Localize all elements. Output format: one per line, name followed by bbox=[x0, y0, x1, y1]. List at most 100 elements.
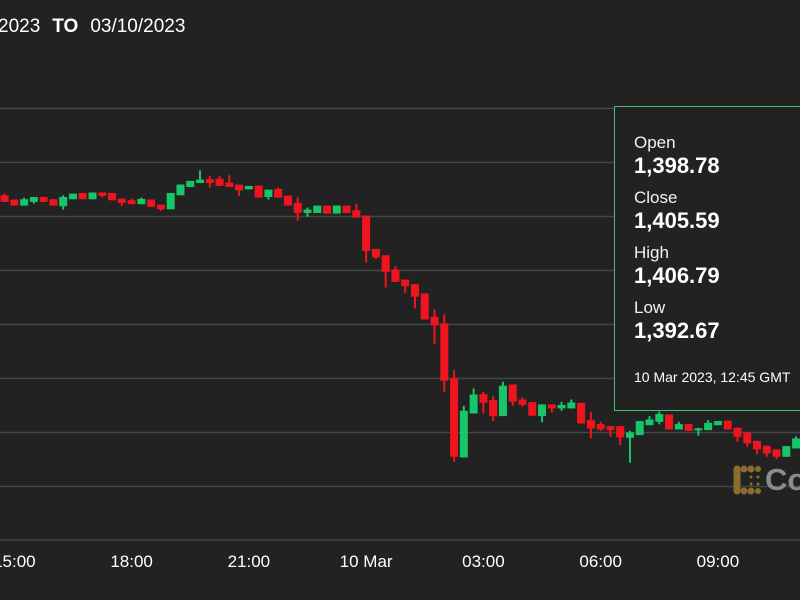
candle-body bbox=[450, 378, 459, 457]
candle-body bbox=[782, 446, 791, 457]
candle-body bbox=[694, 428, 703, 431]
candle-down bbox=[0, 193, 9, 202]
candle-body bbox=[274, 188, 283, 198]
candle-body bbox=[577, 402, 586, 424]
candle-body bbox=[303, 209, 312, 213]
candle-body bbox=[215, 178, 224, 186]
candle-body bbox=[733, 427, 742, 437]
candle-up bbox=[538, 404, 547, 423]
candle-down bbox=[410, 284, 419, 309]
candle-up bbox=[694, 427, 703, 436]
candle-up bbox=[782, 446, 791, 457]
x-tick-label: 10 Mar bbox=[340, 552, 393, 571]
candle-body bbox=[88, 192, 97, 200]
candle-body bbox=[235, 184, 244, 191]
candle-up bbox=[625, 430, 634, 463]
candle-body bbox=[625, 432, 634, 438]
candle-body bbox=[586, 420, 595, 429]
candle-body bbox=[665, 414, 674, 430]
candle-down bbox=[49, 199, 58, 206]
candle-down bbox=[733, 427, 742, 442]
candle-body bbox=[684, 424, 693, 431]
candle-up bbox=[244, 185, 253, 190]
candle-body bbox=[538, 404, 547, 417]
candle-body bbox=[547, 404, 556, 409]
candle-body bbox=[78, 192, 87, 200]
candle-down bbox=[235, 184, 244, 196]
candle-down bbox=[743, 432, 752, 447]
candle-up bbox=[29, 196, 38, 204]
candle-down bbox=[753, 440, 762, 455]
candle-up bbox=[459, 405, 468, 458]
candle-down bbox=[293, 197, 302, 221]
high-value: 1,406.79 bbox=[634, 263, 720, 288]
ohlc-tooltip: Open 1,398.78 Close 1,405.59 High 1,406.… bbox=[614, 106, 800, 411]
candle-up bbox=[557, 401, 566, 411]
candle-down bbox=[78, 192, 87, 200]
candle-down bbox=[596, 421, 605, 431]
candle-body bbox=[313, 205, 322, 213]
candle-body bbox=[264, 189, 273, 197]
candle-down bbox=[479, 391, 488, 414]
candle-down bbox=[665, 414, 674, 430]
candle-down bbox=[39, 196, 48, 202]
candle-body bbox=[743, 432, 752, 444]
x-axis-ticks: 15:00 18:00 21:00 10 Mar 03:00 06:00 09:00 bbox=[0, 552, 739, 571]
candle-body bbox=[156, 204, 165, 210]
candle-body bbox=[244, 185, 253, 190]
candle-body bbox=[196, 179, 204, 183]
x-tick-label: 21:00 bbox=[228, 552, 271, 571]
candle-down bbox=[225, 175, 234, 187]
candle-up bbox=[635, 421, 644, 436]
candle-body bbox=[792, 438, 800, 449]
candle-body bbox=[674, 424, 683, 430]
candle-body bbox=[567, 402, 576, 409]
candle-body bbox=[713, 421, 722, 426]
candle-up bbox=[303, 207, 312, 217]
candle-up bbox=[176, 184, 185, 196]
candle-up bbox=[186, 180, 195, 187]
candles bbox=[0, 170, 800, 463]
x-tick-label: 03:00 bbox=[462, 552, 505, 571]
coindesk-logo-icon bbox=[733, 465, 761, 495]
candle-body bbox=[606, 426, 615, 431]
to-label: TO bbox=[52, 16, 79, 37]
candle-body bbox=[401, 279, 410, 287]
candle-body bbox=[518, 399, 527, 405]
candle-body bbox=[39, 196, 48, 202]
candle-down bbox=[420, 293, 429, 320]
candle-up bbox=[674, 421, 683, 430]
candle-body bbox=[440, 323, 449, 381]
open-label: Open bbox=[634, 133, 676, 152]
candle-body bbox=[137, 198, 146, 205]
x-tick-label: 18:00 bbox=[110, 552, 153, 571]
candle-down bbox=[127, 198, 136, 205]
candle-body bbox=[762, 445, 771, 454]
candle-down bbox=[10, 199, 19, 206]
candle-up bbox=[469, 388, 478, 414]
candle-body bbox=[49, 199, 58, 206]
candle-down bbox=[772, 449, 781, 460]
coindesk-logo: Co bbox=[733, 462, 800, 498]
candle-up bbox=[196, 170, 204, 183]
candle-body bbox=[362, 215, 371, 251]
candle-down bbox=[547, 404, 556, 413]
candle-body bbox=[323, 205, 332, 214]
candle-up bbox=[137, 197, 146, 205]
candle-down bbox=[528, 402, 537, 416]
candle-up bbox=[20, 197, 29, 206]
from-date: 2023 bbox=[0, 16, 41, 37]
candle-body bbox=[381, 255, 390, 272]
candle-body bbox=[283, 195, 292, 206]
candle-down bbox=[274, 187, 283, 198]
date-range: 2023 TO 03/10/2023 bbox=[0, 16, 185, 38]
close-value: 1,405.59 bbox=[634, 208, 720, 233]
candle-down bbox=[616, 426, 625, 446]
candle-down bbox=[723, 420, 732, 430]
candle-down bbox=[684, 424, 693, 431]
candle-body bbox=[459, 410, 468, 458]
candle-body bbox=[616, 426, 625, 438]
candle-body bbox=[391, 269, 400, 282]
candle-body bbox=[59, 196, 68, 207]
